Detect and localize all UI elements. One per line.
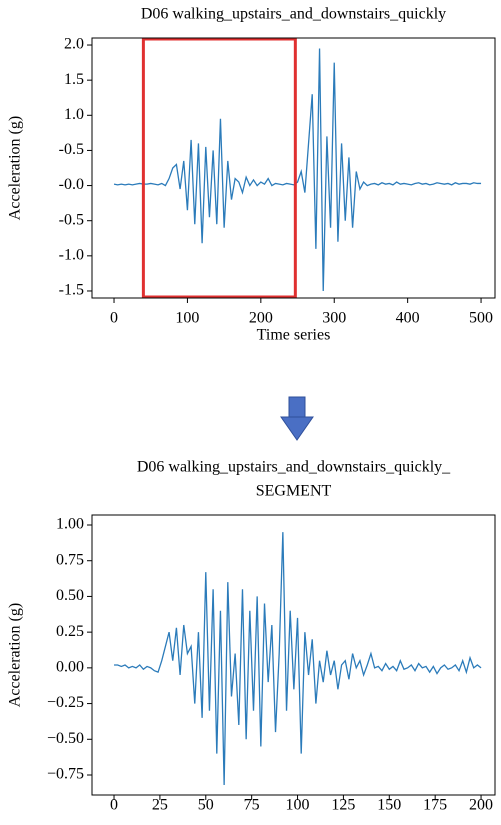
y-axis-label: Acceleration (g) xyxy=(7,116,24,220)
chart-title: D06 walking_upstairs_and_downstairs_quic… xyxy=(137,459,451,476)
y-tick-label: 1.5 xyxy=(64,71,84,88)
y-axis-label: Acceleration (g) xyxy=(7,603,24,707)
x-tick-label: 125 xyxy=(331,797,355,814)
y-tick-label: 1.0 xyxy=(64,106,84,123)
y-tick-label: -0.5 xyxy=(59,211,84,228)
y-tick-label: -0.0 xyxy=(59,176,84,193)
y-tick-label: 0.25 xyxy=(56,623,84,640)
y-tick-label: -1.5 xyxy=(59,282,84,299)
x-tick-label: 100 xyxy=(286,797,310,814)
x-tick-label: 200 xyxy=(469,797,493,814)
x-tick-label: 500 xyxy=(469,310,493,327)
y-tick-label: -1.0 xyxy=(59,247,84,264)
data-line xyxy=(113,48,482,291)
plot-frame xyxy=(91,514,496,796)
chart-title: SEGMENT xyxy=(256,483,332,500)
y-tick-label: -0.5 xyxy=(59,141,84,158)
data-line xyxy=(114,532,482,786)
plot-frame xyxy=(91,37,496,299)
x-tick-label: 200 xyxy=(249,310,273,327)
chart-title: D06 walking_upstairs_and_downstairs_quic… xyxy=(141,6,446,23)
x-tick-label: 25 xyxy=(152,797,168,814)
highlight-box xyxy=(141,37,297,299)
x-tick-label: 0 xyxy=(110,797,118,814)
y-tick-label: 0.75 xyxy=(56,551,84,568)
x-tick-label: 400 xyxy=(396,310,420,327)
x-axis-label: Time series xyxy=(257,327,331,344)
y-tick-label: −0.50 xyxy=(47,730,84,747)
x-tick-label: 100 xyxy=(175,310,199,327)
y-tick-label: 1.00 xyxy=(56,516,84,533)
x-tick-label: 0 xyxy=(110,310,118,327)
y-tick-label: 0.00 xyxy=(56,659,84,676)
arrow xyxy=(280,396,314,441)
x-tick-label: 175 xyxy=(423,797,447,814)
x-tick-label: 300 xyxy=(322,310,346,327)
y-tick-label: 0.50 xyxy=(56,587,84,604)
x-tick-label: 75 xyxy=(244,797,260,814)
y-tick-label: −0.75 xyxy=(47,766,84,783)
x-tick-label: 50 xyxy=(198,797,214,814)
y-tick-label: −0.25 xyxy=(47,694,84,711)
x-tick-label: 150 xyxy=(377,797,401,814)
y-tick-label: 2.0 xyxy=(64,36,84,53)
